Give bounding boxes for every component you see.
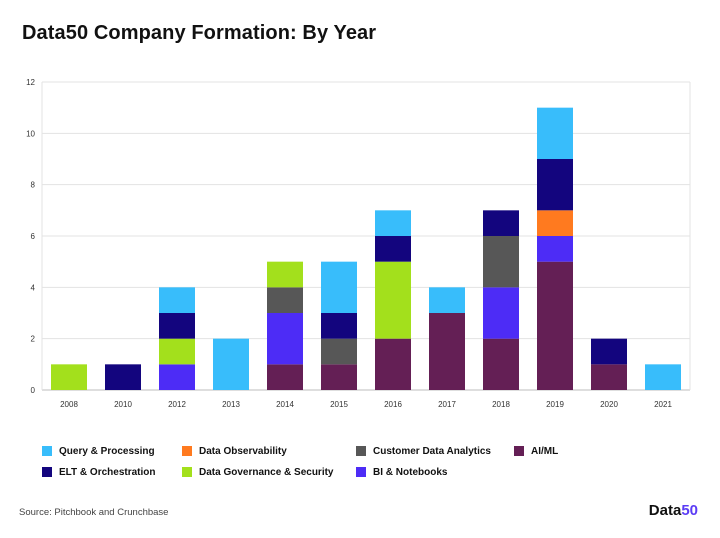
- legend-swatch: [42, 467, 52, 477]
- bar-segment: [483, 287, 519, 339]
- brand-logo-main: Data: [648, 502, 682, 519]
- bar-segment: [429, 313, 465, 390]
- bar-segment: [105, 364, 141, 390]
- bar-segment: [375, 210, 411, 236]
- bar-segment: [267, 261, 303, 288]
- legend-label: BI & Notebooks: [373, 466, 448, 478]
- y-tick-label: 0: [31, 386, 36, 395]
- legend-item-bi-notebooks: BI & Notebooks: [356, 465, 514, 479]
- bar-segment: [537, 236, 573, 262]
- bar-segment: [375, 338, 411, 390]
- legend-item-data-governance-security: Data Governance & Security: [182, 465, 356, 479]
- legend-swatch: [356, 467, 366, 477]
- chart-legend: Query & Processing Data Observability Cu…: [42, 444, 682, 479]
- x-tick-label: 2008: [60, 400, 78, 409]
- legend-item-query-processing: Query & Processing: [42, 444, 182, 458]
- legend-label: Query & Processing: [59, 445, 155, 457]
- x-tick-label: 2014: [276, 400, 294, 409]
- legend-item-elt-orchestration: ELT & Orchestration: [42, 465, 182, 479]
- legend-item-ai-ml: AI/ML: [514, 444, 634, 458]
- legend-label: ELT & Orchestration: [59, 466, 156, 478]
- y-tick-label: 8: [31, 181, 36, 190]
- bar-segment: [159, 338, 195, 365]
- legend-item-data-observability: Data Observability: [182, 444, 356, 458]
- x-tick-label: 2015: [330, 400, 348, 409]
- bar-segment: [267, 287, 303, 313]
- bar-segment: [537, 261, 573, 390]
- legend-swatch: [182, 467, 192, 477]
- legend-swatch: [182, 446, 192, 456]
- bar-segment: [159, 287, 195, 313]
- bar-segment: [321, 364, 357, 390]
- x-tick-label: 2021: [654, 400, 672, 409]
- x-tick-label: 2019: [546, 400, 564, 409]
- bar-segment: [429, 287, 465, 313]
- legend-label: Data Governance & Security: [199, 466, 334, 478]
- bar-segment: [483, 210, 519, 236]
- source-note: Source: Pitchbook and Crunchbase: [19, 507, 169, 518]
- y-tick-label: 6: [31, 232, 36, 241]
- bar-segment: [213, 338, 249, 390]
- legend-swatch: [356, 446, 366, 456]
- brand-logo: Data50: [649, 502, 698, 519]
- bar-segment: [159, 313, 195, 339]
- legend-swatch: [42, 446, 52, 456]
- x-tick-label: 2013: [222, 400, 240, 409]
- page-title: Data50 Company Formation: By Year: [22, 22, 377, 44]
- bar-segment: [375, 261, 411, 339]
- bar-segment: [375, 236, 411, 262]
- bar-segment: [267, 364, 303, 390]
- x-tick-label: 2020: [600, 400, 618, 409]
- legend-item-customer-data-analytics: Customer Data Analytics: [356, 444, 514, 458]
- y-tick-label: 2: [31, 335, 36, 344]
- legend-label: Customer Data Analytics: [373, 445, 491, 457]
- y-tick-label: 4: [31, 283, 36, 292]
- bar-segment: [537, 210, 573, 236]
- bar-segment: [321, 261, 357, 313]
- bar-segment: [321, 313, 357, 339]
- x-tick-label: 2016: [384, 400, 402, 409]
- stacked-bar-chart: 0 2 4 6 8 10 12 2008 2010 2012 2013 2014 2015 2016 201…: [26, 78, 691, 409]
- bar-segment: [537, 107, 573, 159]
- bar-segment: [591, 338, 627, 365]
- y-tick-label: 12: [26, 78, 35, 87]
- bar-segment: [645, 364, 681, 390]
- bar-segment: [591, 364, 627, 390]
- bar-segment: [159, 364, 195, 390]
- legend-label: AI/ML: [531, 445, 559, 457]
- bar-segment: [483, 236, 519, 288]
- bar-segment: [537, 159, 573, 211]
- bar-segment: [51, 364, 87, 390]
- brand-logo-accent: 50: [681, 502, 698, 519]
- y-tick-label: 10: [26, 129, 35, 138]
- bar-segment: [267, 313, 303, 365]
- x-tick-label: 2017: [438, 400, 456, 409]
- legend-label: Data Observability: [199, 445, 287, 457]
- legend-swatch: [514, 446, 524, 456]
- x-tick-label: 2012: [168, 400, 186, 409]
- x-tick-label: 2018: [492, 400, 510, 409]
- bar-segment: [483, 338, 519, 390]
- bar-segment: [321, 338, 357, 365]
- x-tick-label: 2010: [114, 400, 132, 409]
